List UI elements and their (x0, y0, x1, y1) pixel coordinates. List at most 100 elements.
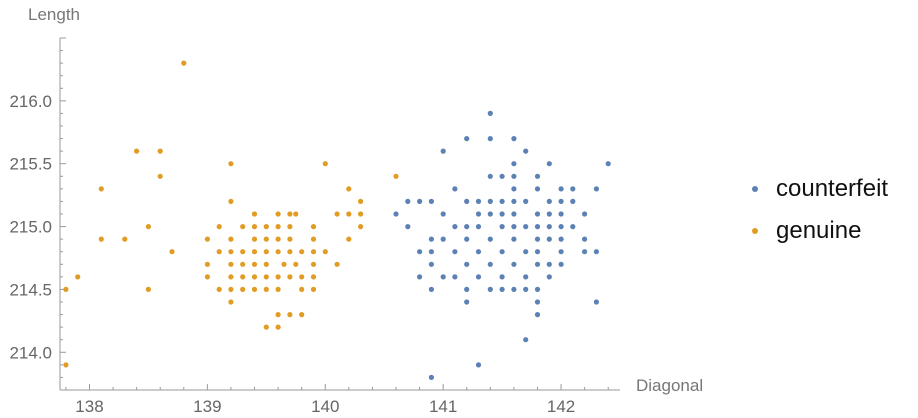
point-counterfeit (534, 224, 541, 230)
y-tick-label: 216.0 (9, 92, 52, 111)
point-genuine (281, 261, 287, 267)
point-counterfeit (475, 362, 482, 368)
point-counterfeit (511, 211, 517, 217)
point-genuine (287, 249, 293, 255)
point-counterfeit (428, 286, 434, 292)
point-counterfeit (523, 249, 529, 255)
point-counterfeit (499, 224, 505, 230)
point-counterfeit (428, 249, 434, 255)
point-genuine (98, 186, 104, 192)
point-genuine (275, 312, 281, 318)
point-counterfeit (417, 198, 423, 204)
point-counterfeit (593, 249, 600, 255)
point-genuine (228, 261, 234, 267)
legend-marker-counterfeit (752, 186, 758, 192)
point-counterfeit (487, 198, 493, 204)
point-counterfeit (452, 186, 458, 192)
point-counterfeit (475, 224, 482, 230)
point-counterfeit (582, 211, 588, 217)
point-genuine (181, 60, 187, 66)
point-genuine (358, 211, 364, 217)
point-genuine (299, 249, 305, 255)
point-counterfeit (452, 224, 458, 230)
point-genuine (228, 236, 234, 242)
y-ticks: 214.0 214.5 215.0 215.5 216.0 (9, 37, 66, 391)
point-genuine (228, 161, 234, 167)
point-counterfeit (546, 224, 552, 230)
axes: 138 139 140 141 142 214.0 214.5 215.0 215.5 216.… (9, 37, 620, 416)
point-genuine (310, 236, 317, 242)
x-tick-label: 138 (75, 397, 103, 416)
point-genuine (310, 249, 317, 255)
point-genuine (275, 274, 281, 280)
point-genuine (293, 261, 299, 267)
point-genuine (157, 148, 163, 154)
point-counterfeit (452, 249, 458, 255)
point-counterfeit (511, 198, 517, 204)
point-genuine (122, 236, 128, 242)
point-genuine (263, 261, 269, 267)
point-counterfeit (464, 136, 470, 142)
point-genuine (63, 286, 69, 292)
point-counterfeit (440, 148, 446, 154)
point-genuine (240, 274, 246, 280)
point-genuine (228, 286, 234, 292)
point-genuine (251, 224, 258, 230)
point-counterfeit (417, 249, 423, 255)
point-counterfeit (511, 136, 517, 142)
point-counterfeit (558, 198, 564, 204)
point-counterfeit (570, 224, 576, 230)
point-genuine (145, 286, 151, 292)
point-counterfeit (487, 211, 493, 217)
point-counterfeit (534, 211, 541, 217)
point-genuine (299, 274, 305, 280)
point-counterfeit (546, 211, 552, 217)
point-genuine (204, 261, 210, 267)
point-counterfeit (475, 249, 482, 255)
point-counterfeit (464, 198, 470, 204)
legend-item-counterfeit: counterfeit (752, 168, 888, 210)
point-counterfeit (534, 186, 541, 192)
point-genuine (287, 312, 293, 318)
point-counterfeit (499, 286, 505, 292)
point-counterfeit (582, 236, 588, 242)
point-counterfeit (440, 211, 446, 217)
point-counterfeit (511, 286, 517, 292)
legend-label-counterfeit: counterfeit (776, 175, 889, 202)
point-counterfeit (534, 249, 541, 255)
point-counterfeit (464, 224, 470, 230)
point-counterfeit (534, 261, 541, 267)
point-counterfeit (464, 236, 470, 242)
point-genuine (334, 261, 340, 267)
series-genuine (63, 60, 399, 368)
point-counterfeit (475, 211, 482, 217)
point-counterfeit (499, 173, 505, 179)
point-counterfeit (546, 261, 552, 267)
point-genuine (240, 286, 246, 292)
point-counterfeit (487, 173, 493, 179)
point-counterfeit (558, 236, 564, 242)
point-genuine (287, 236, 293, 242)
point-genuine (204, 236, 210, 242)
legend-item-genuine: genuine (752, 210, 888, 252)
point-counterfeit (487, 110, 493, 116)
point-counterfeit (523, 337, 529, 343)
point-counterfeit (464, 261, 470, 267)
point-counterfeit (511, 186, 517, 192)
point-genuine (346, 186, 352, 192)
point-genuine (263, 324, 269, 330)
point-genuine (251, 249, 258, 255)
point-genuine (134, 148, 140, 154)
point-counterfeit (405, 198, 411, 204)
x-ticks: 138 139 140 141 142 (65, 384, 609, 416)
point-genuine (287, 211, 293, 217)
point-genuine (393, 173, 399, 179)
point-counterfeit (534, 286, 541, 292)
y-tick-label: 214.0 (9, 343, 52, 362)
legend-label-genuine: genuine (776, 217, 862, 244)
point-genuine (240, 224, 246, 230)
point-counterfeit (570, 186, 576, 192)
point-counterfeit (593, 299, 600, 305)
point-counterfeit (534, 299, 541, 305)
